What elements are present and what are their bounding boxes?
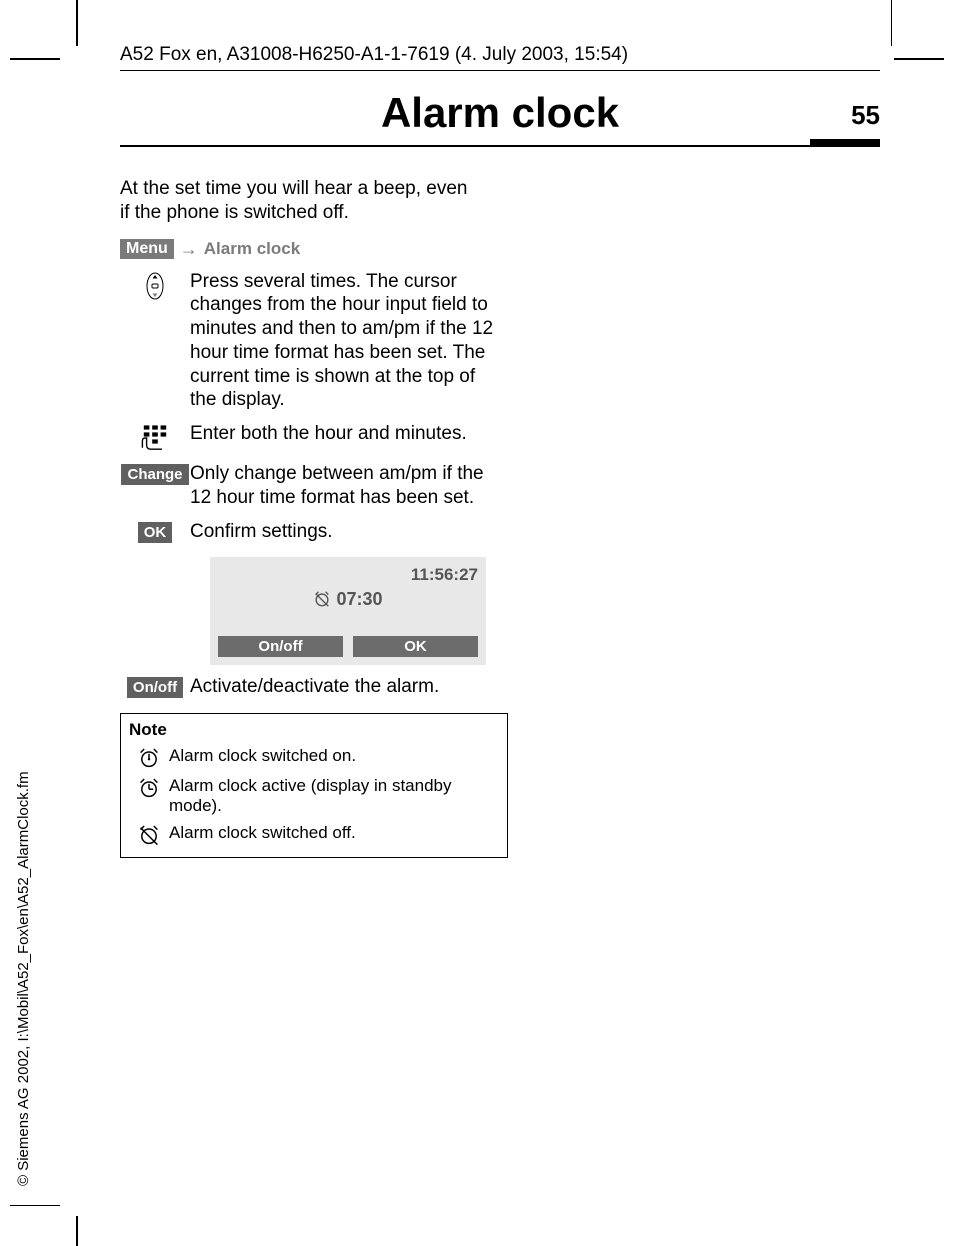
- instruction-text: Activate/deactivate the alarm.: [190, 675, 439, 699]
- header-rule: [120, 70, 880, 71]
- instruction-row: On/off Activate/deactivate the alarm.: [120, 675, 500, 699]
- crop-mark: [10, 1205, 60, 1207]
- navkey-icon: [120, 270, 190, 300]
- note-row: Alarm clock switched off.: [129, 823, 499, 847]
- alarm-active-icon: [129, 776, 169, 800]
- instruction-row: Change Only change between am/pm if the …: [120, 462, 500, 510]
- softkey-ok[interactable]: OK: [353, 636, 478, 657]
- softkey-label: On/off: [127, 677, 183, 698]
- note-text: Alarm clock switched off.: [169, 823, 356, 843]
- page-title: Alarm clock: [120, 89, 880, 137]
- softkey-onoff[interactable]: On/off: [218, 636, 343, 657]
- title-underline: [120, 145, 880, 147]
- instruction-row: Enter both the hour and minutes.: [120, 422, 500, 452]
- instruction-list: Press several times. The cursor changes …: [120, 270, 500, 858]
- display-softkey-row: On/off OK: [218, 636, 478, 657]
- phone-display: 11:56:27 07:30 On/off OK: [210, 557, 486, 665]
- menu-softkey: Menu: [120, 239, 174, 259]
- intro-text: At the set time you will hear a beep, ev…: [120, 177, 480, 225]
- alarm-on-icon: [129, 746, 169, 770]
- keypad-icon: [120, 422, 190, 452]
- instruction-text: Only change between am/pm if the 12 hour…: [190, 462, 500, 510]
- instruction-text: Press several times. The cursor changes …: [190, 270, 500, 413]
- softkey-label: OK: [138, 522, 173, 543]
- ok-softkey: OK: [120, 520, 190, 543]
- instruction-text: Enter both the hour and minutes.: [190, 422, 467, 446]
- instruction-row: OK Confirm settings.: [120, 520, 500, 544]
- crop-mark: [891, 0, 893, 46]
- change-softkey: Change: [120, 462, 190, 485]
- arrow-icon: →: [180, 239, 198, 260]
- note-title: Note: [129, 720, 499, 740]
- note-row: Alarm clock switched on.: [129, 746, 499, 770]
- crop-mark: [76, 0, 78, 46]
- page-number: 55: [851, 100, 880, 131]
- instruction-text: Confirm settings.: [190, 520, 333, 544]
- crop-mark: [10, 58, 60, 60]
- instruction-row: Press several times. The cursor changes …: [120, 270, 500, 413]
- side-copyright: © Siemens AG 2002, I:\Mobil\A52_Fox\en\A…: [15, 771, 32, 1186]
- display-clock: 11:56:27: [218, 565, 478, 585]
- display-alarm-row: 07:30: [218, 589, 478, 610]
- crop-mark: [76, 1216, 78, 1246]
- onoff-softkey: On/off: [120, 675, 190, 698]
- crop-mark: [894, 58, 944, 60]
- alarm-off-icon: [313, 590, 331, 608]
- display-alarm-time: 07:30: [336, 589, 382, 609]
- breadcrumb-dest: Alarm clock: [204, 239, 300, 259]
- softkey-label: Change: [121, 464, 188, 485]
- note-text: Alarm clock switched on.: [169, 746, 356, 766]
- running-head: A52 Fox en, A31008-H6250-A1-1-7619 (4. J…: [120, 44, 880, 66]
- note-box: Note Alarm clock switched on.: [120, 713, 508, 858]
- breadcrumb: Menu → Alarm clock: [120, 239, 880, 260]
- note-text: Alarm clock active (display in standby m…: [169, 776, 499, 817]
- alarm-off-icon: [129, 823, 169, 847]
- note-row: Alarm clock active (display in standby m…: [129, 776, 499, 817]
